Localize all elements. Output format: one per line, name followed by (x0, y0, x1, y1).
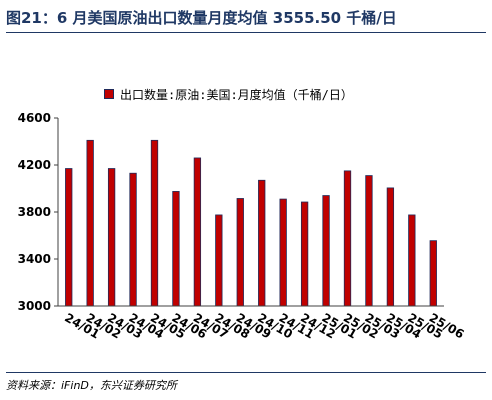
y-tick-label: 4600 (18, 111, 51, 125)
bar (408, 214, 416, 307)
bar (279, 198, 287, 307)
bar (343, 170, 352, 307)
bar (150, 139, 159, 307)
footer-divider (6, 372, 486, 373)
bar (429, 240, 437, 307)
y-tick-label: 3800 (18, 205, 51, 219)
chart-legend: 出口数量:原油:美国:月度均值（千桶/日） (104, 84, 353, 104)
bar (386, 187, 395, 307)
bar (86, 139, 94, 307)
y-tick-label: 3400 (18, 252, 51, 266)
bar (215, 214, 223, 307)
bar (322, 195, 330, 307)
bar (172, 191, 180, 307)
bar (300, 201, 309, 307)
bar (258, 179, 266, 307)
y-tick-label: 4200 (18, 158, 51, 172)
bar (236, 198, 244, 307)
title-divider (6, 32, 486, 33)
legend-swatch (104, 89, 114, 99)
y-tick-label: 3000 (18, 299, 51, 313)
bar (129, 172, 137, 307)
bar (193, 157, 202, 307)
figure-title: 图21：6 月美国原油出口数量月度均值 3555.50 千桶/日 (6, 9, 397, 27)
source-note: 资料来源：iFinD，东兴证券研究所 (6, 379, 177, 392)
bar (365, 175, 373, 307)
bar (65, 168, 73, 307)
bar (107, 168, 116, 307)
legend-label: 出口数量:原油:美国:月度均值（千桶/日） (120, 87, 353, 102)
